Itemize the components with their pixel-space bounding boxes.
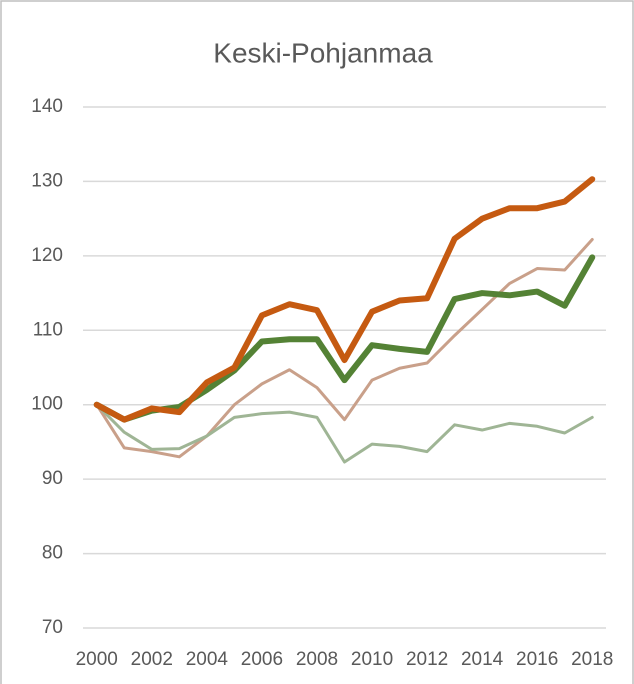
x-tick-label: 2018 <box>571 649 613 670</box>
y-tick-label: 140 <box>31 96 63 117</box>
series-line <box>95 403 594 464</box>
x-tick-label: 2000 <box>76 649 118 670</box>
y-tick-label: 120 <box>31 245 63 266</box>
chart-title: Keski-Pohjanmaa <box>213 37 433 68</box>
x-tick-label: 2014 <box>461 649 504 670</box>
x-tick-label: 2002 <box>131 649 173 670</box>
x-tick-label: 2004 <box>186 649 229 670</box>
x-tick-label: 2010 <box>351 649 393 670</box>
x-tick-label: 2006 <box>241 649 283 670</box>
y-tick-label: 90 <box>42 468 63 489</box>
x-tick-label: 2016 <box>516 649 558 670</box>
series-line <box>93 176 596 423</box>
x-tick-label: 2012 <box>406 649 448 670</box>
y-tick-label: 80 <box>42 543 63 564</box>
series-line <box>93 254 596 423</box>
series-line <box>95 237 594 459</box>
x-tick-label: 2008 <box>296 649 338 670</box>
y-tick-label: 110 <box>33 319 63 340</box>
y-tick-label: 130 <box>31 170 63 191</box>
y-tick-label: 70 <box>42 617 63 638</box>
y-tick-label: 100 <box>31 394 63 415</box>
